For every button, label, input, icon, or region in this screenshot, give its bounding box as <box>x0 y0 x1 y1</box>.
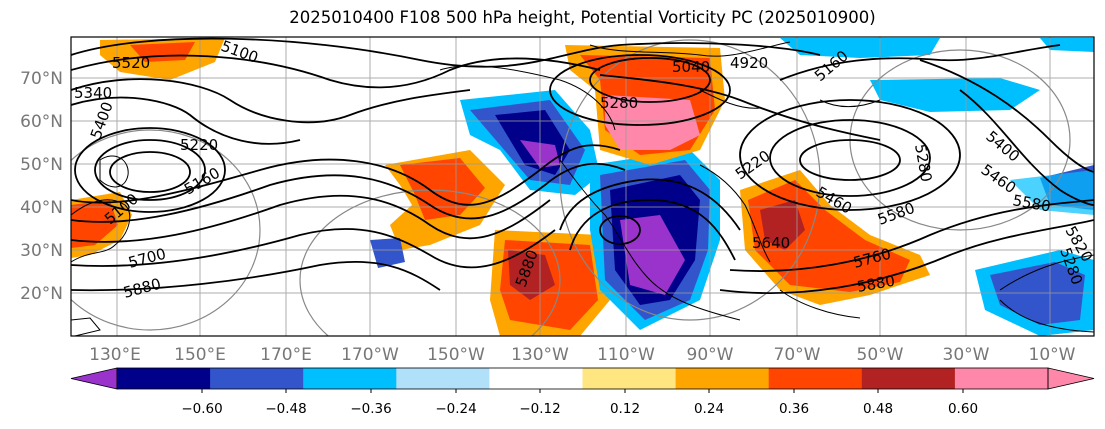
lon-label: 150°E <box>174 345 226 365</box>
pv-anomaly-negative <box>1040 38 1094 52</box>
pv-anomaly-positive-max <box>760 200 805 250</box>
colorbar-segment <box>210 368 304 389</box>
colorbar-tick-label: −0.48 <box>265 401 306 417</box>
lon-label: 110°W <box>597 345 655 365</box>
lon-label: 170°E <box>260 345 312 365</box>
coastlines <box>71 41 1094 336</box>
lon-label: 70°W <box>774 345 821 365</box>
map-frame <box>70 36 1095 337</box>
lon-label: 170°W <box>341 345 399 365</box>
lat-label: 50°N <box>20 155 63 175</box>
pv-anomaly-negative <box>780 38 940 58</box>
colorbar-tick-label: 0.24 <box>694 401 724 417</box>
lon-label: 130°W <box>511 345 569 365</box>
colorbar-tick-label: −0.24 <box>435 401 476 417</box>
lon-label: 30°W <box>943 345 990 365</box>
colorbar-tick-label: 0.12 <box>610 401 640 417</box>
colorbar-tick-label: 0.48 <box>863 401 893 417</box>
colorbar-segment <box>303 368 397 389</box>
lon-label: 90°W <box>687 345 734 365</box>
colorbar-segment <box>582 368 677 389</box>
contour-label: 5280 <box>600 94 638 112</box>
pv-anomaly-positive-max <box>605 95 700 150</box>
contour-label: 5640 <box>752 234 790 252</box>
lat-label: 20°N <box>20 284 63 304</box>
colorbar-tick-label: −0.60 <box>181 401 222 417</box>
lon-label: 10°W <box>1029 345 1076 365</box>
pv-anomaly-negative-max <box>620 215 685 295</box>
contour-label: 4920 <box>730 54 768 72</box>
colorbar-segment <box>117 368 211 389</box>
colorbar-tick-label: −0.36 <box>350 401 391 417</box>
colorbar-segment <box>954 368 1049 389</box>
lat-label: 60°N <box>20 112 63 132</box>
colorbar <box>70 367 1095 393</box>
colorbar-segment <box>768 368 863 389</box>
longitude-labels: 130°E 150°E 170°E 170°W 150°W 130°W 110°… <box>89 345 1076 365</box>
colorbar-segment <box>861 368 956 389</box>
contour-label: 5340 <box>74 84 112 102</box>
contour-label: 5040 <box>672 58 710 76</box>
lon-label: 50°W <box>857 345 904 365</box>
pv-anomaly-negative <box>1010 170 1094 215</box>
contour-label: 5220 <box>180 136 218 154</box>
colorbar-tick-label: 0.36 <box>779 401 809 417</box>
chart-title: 2025010400 F108 500 hPa height, Potentia… <box>289 8 876 27</box>
height-contours <box>71 37 1094 294</box>
colorbar-segment <box>489 368 583 389</box>
colorbar-segment <box>675 368 770 389</box>
lat-label: 70°N <box>20 69 63 89</box>
pv-anomaly-negative <box>870 78 1040 112</box>
colorbar-segment <box>396 368 490 389</box>
lon-label: 150°W <box>427 345 485 365</box>
pv-anomaly-positive-core <box>71 200 118 248</box>
latitude-labels: 70°N 60°N 50°N 40°N 30°N 20°N <box>20 69 63 304</box>
colorbar-extend-low <box>70 367 118 390</box>
colorbar-frame <box>116 367 1049 390</box>
lat-label: 30°N <box>20 241 63 261</box>
colorbar-ticks: −0.60 −0.48 −0.36 −0.24 −0.12 0.12 0.24 … <box>181 401 978 417</box>
colorbar-tick-label: 0.60 <box>948 401 978 417</box>
contour-label: 5520 <box>112 54 150 72</box>
colorbar-extend-high <box>1047 367 1095 390</box>
pv-anomaly-positive-max <box>508 250 555 300</box>
lat-label: 40°N <box>20 198 63 218</box>
colorbar-tick-label: −0.12 <box>519 401 560 417</box>
lon-label: 130°E <box>89 345 141 365</box>
pv-anomaly-negative <box>370 238 405 268</box>
